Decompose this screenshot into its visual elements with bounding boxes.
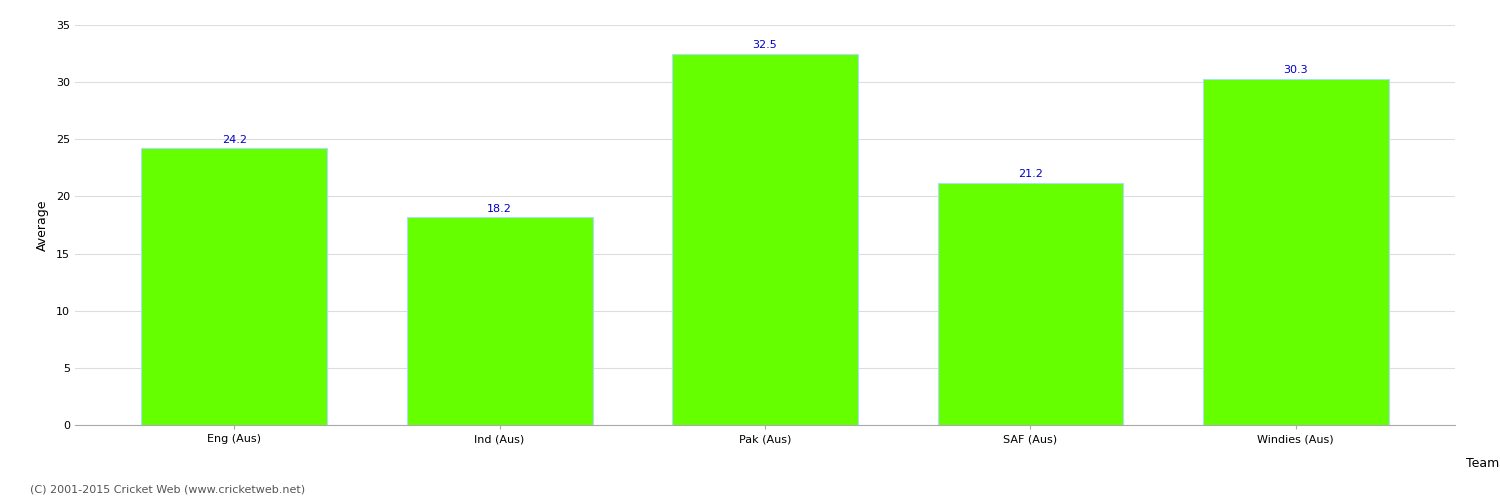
Bar: [406, 217, 592, 425]
Bar: [141, 148, 327, 425]
Text: 21.2: 21.2: [1019, 170, 1042, 179]
Bar: [1203, 78, 1389, 425]
X-axis label: Team: Team: [1466, 457, 1498, 470]
Text: 32.5: 32.5: [753, 40, 777, 50]
Bar: [672, 54, 858, 425]
Bar: [938, 182, 1124, 425]
Text: (C) 2001-2015 Cricket Web (www.cricketweb.net): (C) 2001-2015 Cricket Web (www.cricketwe…: [30, 485, 305, 495]
Text: 24.2: 24.2: [222, 135, 246, 145]
Y-axis label: Average: Average: [36, 199, 50, 251]
Text: 18.2: 18.2: [488, 204, 512, 214]
Text: 30.3: 30.3: [1284, 66, 1308, 76]
